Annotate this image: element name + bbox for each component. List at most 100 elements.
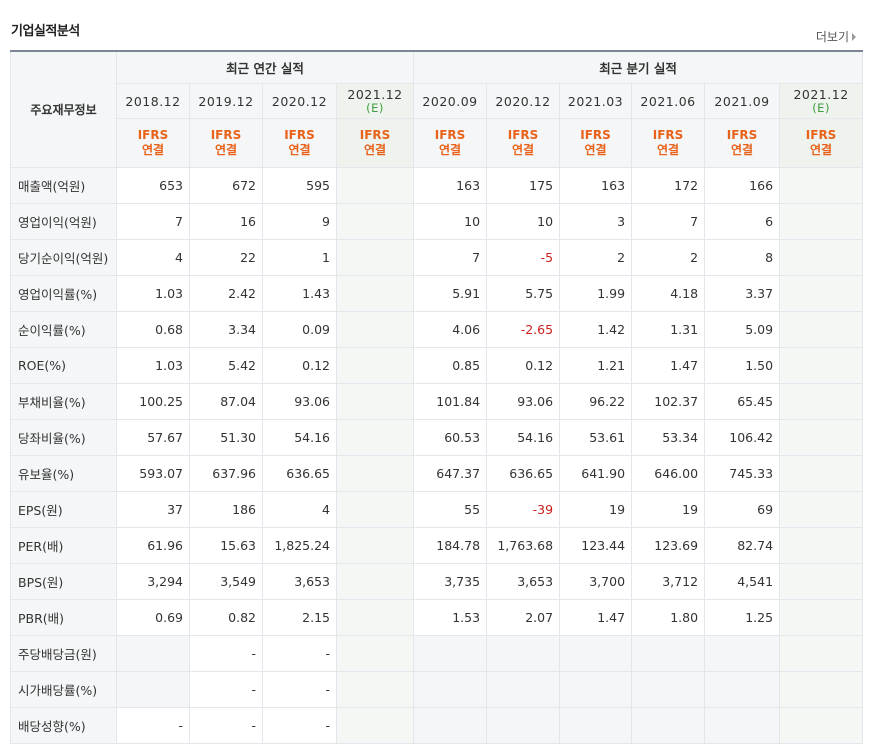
period-header-estimate: 2021.12 (E) — [779, 83, 864, 119]
quarter-value-cell: 5.75 — [486, 275, 561, 312]
period-header: 2021.03 — [559, 83, 633, 119]
quarter-value-cell: 3,700 — [559, 563, 633, 600]
quarter-value-cell: 0.85 — [413, 347, 488, 384]
row-label: 매출액(억원) — [10, 167, 117, 204]
quarter-value-cell: 3,653 — [486, 563, 561, 600]
quarter-value-cell: 8 — [704, 239, 781, 276]
row-label: 유보율(%) — [10, 455, 117, 492]
ifrs-badge: IFRS 연결 — [704, 118, 781, 168]
quarter-value-cell: 69 — [704, 491, 781, 528]
quarter-value-cell — [779, 347, 864, 384]
quarter-value-cell: 93.06 — [486, 383, 561, 420]
ifrs-badge: IFRS 연결 — [631, 118, 706, 168]
table-row: 시가배당률(%) - - — [10, 671, 864, 708]
quarter-value-cell: 106.42 — [704, 419, 781, 456]
annual-value-cell: 0.82 — [189, 599, 263, 636]
annual-value-cell: 653 — [116, 167, 190, 204]
annual-value-cell — [335, 671, 415, 708]
quarter-value-cell: 101.84 — [413, 383, 488, 420]
quarter-value-cell — [413, 671, 488, 708]
quarter-value-cell: -5 — [486, 239, 561, 276]
quarter-value-cell: 5.09 — [704, 311, 781, 348]
quarter-value-cell: 19 — [559, 491, 633, 528]
annual-value-cell — [335, 491, 415, 528]
quarter-value-cell: 6 — [704, 203, 781, 240]
annual-value-cell: 51.30 — [189, 419, 263, 456]
consolidated-label: 연결 — [584, 143, 607, 157]
row-label: PER(배) — [10, 527, 117, 564]
consolidated-label: 연결 — [810, 143, 833, 157]
annual-value-cell: 0.12 — [262, 347, 337, 384]
ifrs-label: IFRS — [284, 128, 315, 142]
estimate-mark: (E) — [812, 101, 830, 115]
quarter-value-cell — [779, 635, 864, 672]
ifrs-label: IFRS — [507, 128, 539, 142]
ifrs-badge: IFRS 연결 — [559, 118, 633, 168]
annual-value-cell: 1,825.24 — [262, 527, 337, 564]
quarter-value-cell: 163 — [413, 167, 488, 204]
table-row: BPS(원) 3,294 3,549 3,653 3,735 3,653 3,700 3,71… — [10, 563, 864, 600]
more-link[interactable]: 더보기 — [816, 28, 856, 45]
annual-value-cell: 637.96 — [189, 455, 263, 492]
annual-group-header: 최근 연간 실적 — [115, 50, 415, 84]
quarter-value-cell: -39 — [486, 491, 561, 528]
annual-value-cell: 61.96 — [116, 527, 190, 564]
annual-value-cell: 57.67 — [116, 419, 190, 456]
quarter-value-cell: 172 — [631, 167, 706, 204]
annual-value-cell: 3.34 — [189, 311, 263, 348]
quarter-value-cell — [631, 707, 706, 744]
row-label: 당기순이익(억원) — [10, 239, 117, 276]
annual-value-cell: 0.68 — [116, 311, 190, 348]
quarter-value-cell — [486, 671, 561, 708]
annual-value-cell: 3,653 — [262, 563, 337, 600]
quarter-value-cell: 7 — [631, 203, 706, 240]
quarter-value-cell: 163 — [559, 167, 633, 204]
quarter-value-cell — [779, 167, 864, 204]
annual-value-cell: 2.15 — [262, 599, 337, 636]
annual-value-cell — [335, 527, 415, 564]
quarter-value-cell — [779, 455, 864, 492]
ifrs-label: IFRS — [434, 128, 466, 142]
annual-value-cell — [335, 707, 415, 744]
ifrs-badge: IFRS 연결 — [486, 118, 561, 168]
annual-value-cell: 1.43 — [262, 275, 337, 312]
annual-value-cell: 7 — [116, 203, 190, 240]
ifrs-badge: IFRS 연결 — [413, 118, 488, 168]
quarter-value-cell — [779, 599, 864, 636]
table-row: 당좌비율(%) 57.67 51.30 54.16 60.53 54.16 53.61 53.… — [10, 419, 864, 456]
quarter-value-cell: 2 — [631, 239, 706, 276]
quarter-value-cell: 3,712 — [631, 563, 706, 600]
row-label: 영업이익률(%) — [10, 275, 117, 312]
quarter-value-cell: 1.99 — [559, 275, 633, 312]
annual-value-cell: 595 — [262, 167, 337, 204]
quarter-value-cell: 184.78 — [413, 527, 488, 564]
row-label: 순이익률(%) — [10, 311, 117, 348]
consolidated-label: 연결 — [141, 143, 165, 157]
quarter-value-cell: 53.34 — [631, 419, 706, 456]
ifrs-label: IFRS — [652, 128, 684, 142]
annual-value-cell: 672 — [189, 167, 263, 204]
quarter-value-cell: 0.12 — [486, 347, 561, 384]
row-label: 주당배당금(원) — [10, 635, 117, 672]
annual-value-cell: 5.42 — [189, 347, 263, 384]
annual-value-cell: 186 — [189, 491, 263, 528]
period-header: 2021.09 — [704, 83, 781, 119]
quarter-value-cell: 646.00 — [631, 455, 706, 492]
quarter-value-cell — [779, 563, 864, 600]
annual-value-cell — [335, 239, 415, 276]
quarter-value-cell: 2.07 — [486, 599, 561, 636]
quarter-value-cell — [631, 635, 706, 672]
annual-value-cell: - — [262, 671, 337, 708]
annual-value-cell — [335, 563, 415, 600]
ifrs-badge: IFRS 연결 — [335, 118, 415, 168]
table-row: PBR(배) 0.69 0.82 2.15 1.53 2.07 1.47 1.80 1.25 — [10, 599, 864, 636]
quarter-value-cell: 7 — [413, 239, 488, 276]
ifrs-badge: IFRS 연결 — [189, 118, 263, 168]
consolidated-label: 연결 — [288, 143, 311, 157]
table-row: 영업이익률(%) 1.03 2.42 1.43 5.91 5.75 1.99 4.18 3.37 — [10, 275, 864, 312]
annual-value-cell: 3,549 — [189, 563, 263, 600]
annual-value-cell: - — [262, 635, 337, 672]
annual-value-cell: - — [189, 671, 263, 708]
table-row: 순이익률(%) 0.68 3.34 0.09 4.06 -2.65 1.42 1.31 5.09 — [10, 311, 864, 348]
